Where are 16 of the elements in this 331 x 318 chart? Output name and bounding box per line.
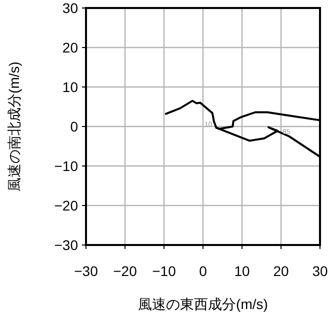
y-tick-label: 20 <box>62 40 78 56</box>
x-tick-label: −30 <box>74 263 98 279</box>
x-tick-label: 20 <box>273 263 289 279</box>
y-axis-title: 風速の南北成分(m/s) <box>6 62 22 192</box>
x-tick-label: 30 <box>312 263 328 279</box>
x-axis-title: 風速の東西成分(m/s) <box>138 296 268 312</box>
y-tick-label: −10 <box>54 158 78 174</box>
y-tick-label: 0 <box>70 118 78 134</box>
y-tick-label: −20 <box>54 198 78 214</box>
x-tick-label: 10 <box>234 263 250 279</box>
x-tick-label: −20 <box>113 263 138 279</box>
y-tick-label: 30 <box>62 0 78 16</box>
y-tick-label: 10 <box>62 79 78 95</box>
y-tick-label: −30 <box>54 237 78 253</box>
x-tick-label: −10 <box>152 263 176 279</box>
x-tick-label: 0 <box>199 263 208 279</box>
